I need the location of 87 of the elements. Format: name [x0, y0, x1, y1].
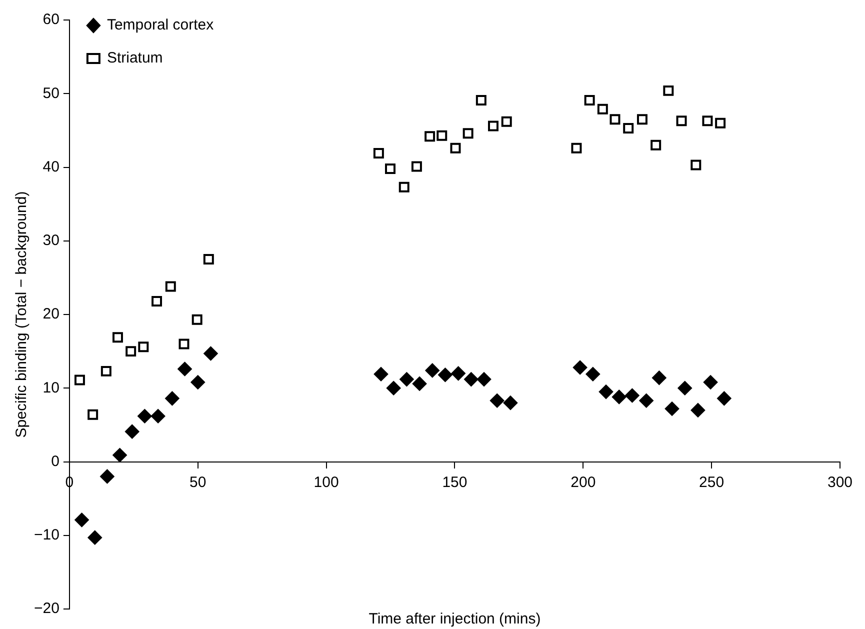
point — [690, 160, 702, 170]
point — [676, 116, 687, 126]
point — [411, 161, 422, 172]
point — [571, 142, 582, 154]
x-tick-label: 250 — [699, 474, 724, 491]
point — [612, 390, 626, 404]
point — [625, 388, 640, 402]
point — [586, 367, 600, 382]
point — [639, 394, 654, 408]
point — [178, 338, 190, 350]
x-tick-label: 150 — [442, 474, 468, 491]
point — [573, 360, 588, 375]
point — [450, 142, 461, 154]
legend-label: Striatum — [106, 50, 163, 67]
point — [477, 372, 492, 386]
point — [436, 130, 448, 141]
y-tick-label: 0 — [51, 452, 60, 470]
point — [424, 131, 436, 142]
point — [178, 362, 192, 376]
point — [438, 368, 452, 382]
point — [190, 375, 205, 390]
point — [665, 402, 680, 416]
point — [690, 403, 705, 418]
y-tick-label: 40 — [42, 158, 60, 176]
point — [126, 346, 136, 357]
point — [138, 342, 149, 352]
point — [650, 140, 662, 150]
point — [412, 376, 427, 391]
point — [88, 530, 102, 545]
point — [74, 512, 89, 527]
y-tick-label: 10 — [42, 379, 60, 396]
point — [464, 372, 478, 386]
point — [451, 366, 466, 380]
x-tick-label: 300 — [827, 474, 853, 491]
point — [203, 254, 214, 265]
point — [88, 409, 98, 420]
point — [678, 381, 692, 396]
point — [204, 346, 218, 361]
point — [165, 281, 176, 292]
point — [386, 381, 401, 396]
y-tick-label: 50 — [42, 84, 60, 102]
point — [599, 384, 614, 399]
point — [100, 469, 114, 484]
point — [663, 85, 674, 96]
y-tick-label: −20 — [34, 600, 60, 618]
point — [398, 182, 410, 192]
point — [400, 372, 414, 386]
point — [125, 424, 140, 439]
point — [74, 374, 85, 386]
point — [715, 118, 726, 128]
y-tick-label: 30 — [42, 232, 60, 250]
x-tick-label: 100 — [314, 474, 339, 491]
point — [610, 114, 620, 125]
point — [636, 114, 648, 125]
x-tick-label: 200 — [570, 474, 596, 491]
point — [702, 116, 713, 126]
point — [476, 95, 486, 106]
x-axis-title: Time after injection (mins) — [368, 610, 541, 628]
point — [151, 409, 166, 424]
point — [425, 363, 440, 378]
point — [623, 122, 634, 134]
point — [112, 332, 123, 343]
point — [490, 394, 504, 408]
y-axis-title: Specific binding (Total − background) — [13, 191, 30, 438]
y-tick-label: −10 — [34, 526, 60, 544]
point — [462, 128, 474, 139]
point — [100, 366, 112, 376]
point — [373, 148, 384, 159]
point — [584, 95, 595, 106]
point — [152, 296, 162, 306]
legend-label: Temporal cortex — [106, 16, 214, 34]
point — [112, 448, 127, 462]
point — [165, 391, 180, 406]
point — [717, 391, 732, 406]
point — [501, 116, 512, 127]
point — [138, 409, 152, 424]
point — [652, 370, 666, 385]
point — [503, 396, 518, 410]
x-tick-label: 50 — [190, 474, 206, 491]
point — [374, 367, 388, 382]
point — [597, 104, 608, 114]
point — [704, 375, 718, 390]
point — [488, 120, 498, 132]
y-tick-label: 60 — [42, 11, 60, 28]
y-tick-label: 20 — [42, 306, 60, 323]
point — [192, 314, 202, 325]
point — [385, 163, 396, 174]
